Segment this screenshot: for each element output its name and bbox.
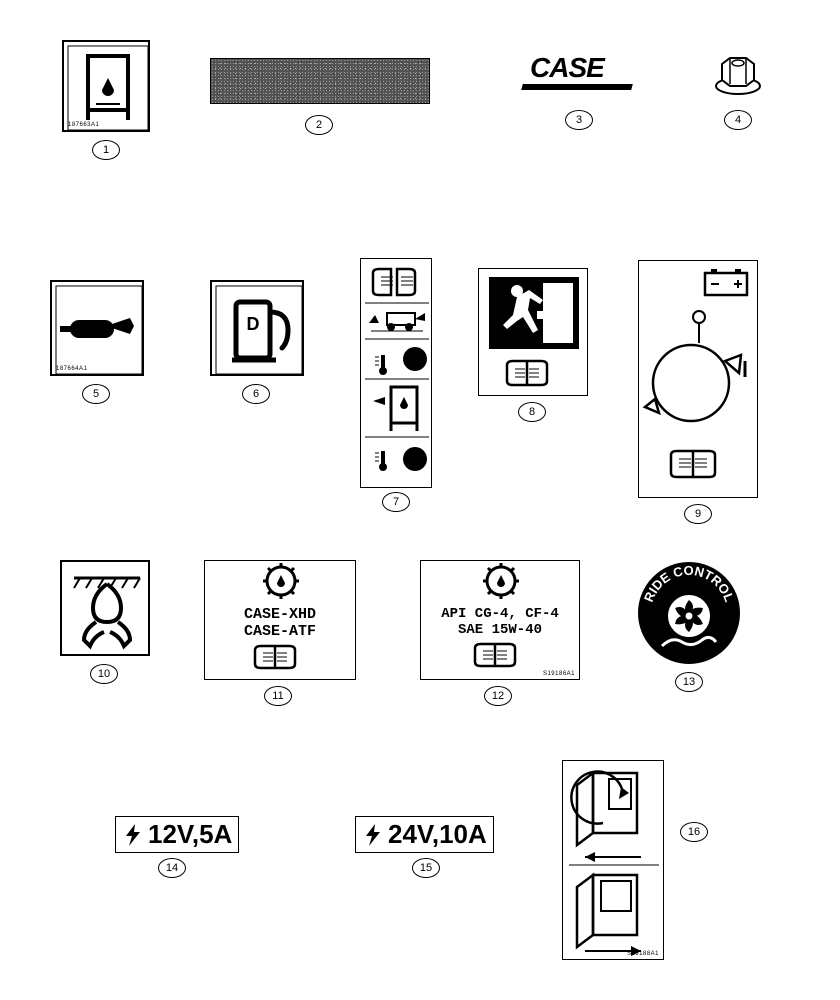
manual-icon-12 [421, 638, 581, 674]
decal-16-door-positions: S19188A1 [562, 760, 664, 960]
badge-8: 8 [518, 402, 546, 422]
gear-drop-icon-11 [205, 561, 357, 601]
exhaust-icon [52, 282, 146, 378]
badge-11: 11 [264, 686, 292, 706]
badge-16: 16 [680, 822, 708, 842]
badge-15: 15 [412, 858, 440, 878]
badge-7: 7 [382, 492, 410, 512]
decal-13-ride-control: RIDE CONTROL [634, 558, 744, 668]
badge-9: 9 [684, 504, 712, 524]
badge-1: 1 [92, 140, 120, 160]
case-logo-underline [521, 84, 633, 90]
decal-6-diesel-fuel: D [210, 280, 304, 376]
part-number-1: 187663A1 [68, 122, 99, 128]
decal-14-12v-5a: 12V,5A [115, 816, 239, 853]
decal-14-text: 12V,5A [148, 819, 232, 850]
decal-9-battery-disconnect [638, 260, 758, 498]
decal-4-flange-nut-icon [710, 50, 766, 100]
badge-12: 12 [484, 686, 512, 706]
part-number-12: S19186A1 [543, 671, 575, 677]
badge-14: 14 [158, 858, 186, 878]
badge-6: 6 [242, 384, 270, 404]
badge-13: 13 [675, 672, 703, 692]
decal-3-case-logo: CASE [530, 52, 604, 84]
part-number-16: S19188A1 [627, 951, 659, 957]
emergency-exit-icon [479, 269, 589, 397]
decal-12-api-sae: API CG-4, CF-4 SAE 15W-40 S19186A1 [420, 560, 580, 680]
decal-5-exhaust: 187664A1 [50, 280, 144, 376]
decal-10-tiedown [60, 560, 150, 656]
badge-4: 4 [724, 110, 752, 130]
multi-panel-icon [361, 259, 433, 489]
decal-8-emergency-exit [478, 268, 588, 396]
decal-2-antislip-strip [210, 58, 430, 104]
decal-1-hydraulic-oil: 187663A1 [62, 40, 150, 132]
gear-drop-icon-12 [421, 561, 581, 601]
manual-icon-11 [205, 640, 357, 676]
decal-12-line2: SAE 15W-40 [421, 622, 579, 638]
tiedown-icon [62, 562, 152, 658]
badge-3: 3 [565, 110, 593, 130]
decal-12-line1: API CG-4, CF-4 [421, 606, 579, 622]
fuel-letter: D [247, 314, 260, 334]
badge-5: 5 [82, 384, 110, 404]
decal-11-case-xhd-atf: CASE-XHD CASE-ATF [204, 560, 356, 680]
door-positions-icon [563, 761, 665, 961]
decal-15-text: 24V,10A [388, 819, 487, 850]
bolt-icon-15 [362, 822, 384, 848]
hydraulic-oil-icon [64, 42, 152, 134]
decal-15-24v-10a: 24V,10A [355, 816, 494, 853]
badge-10: 10 [90, 664, 118, 684]
decal-11-line1: CASE-XHD [205, 606, 355, 623]
battery-disconnect-icon [639, 261, 759, 499]
bolt-icon-14 [122, 822, 144, 848]
badge-2: 2 [305, 115, 333, 135]
decal-7-multi-panel [360, 258, 432, 488]
fuel-pump-icon: D [212, 282, 306, 378]
decal-11-line2: CASE-ATF [205, 623, 355, 640]
part-number-5: 187664A1 [56, 366, 87, 372]
